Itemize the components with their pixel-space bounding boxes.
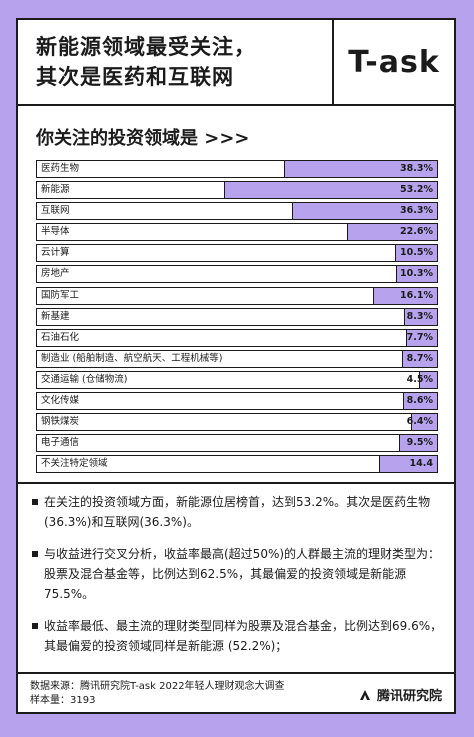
note-item: 与收益进行交叉分析，收益率最高(超过50%)的人群最主流的理财类型为：股票及混合… [30, 544, 446, 604]
bar-row: 交通运输 (仓储物流) 4.5% [36, 370, 438, 389]
bar [346, 224, 437, 241]
value-label: 8.7% [406, 352, 433, 364]
category-label: 交通运输 (仓储物流) [41, 373, 128, 385]
category-label: 制造业 (船舶制造、航空航天、工程机械等) [41, 352, 223, 364]
data-source: 数据来源：腾讯研究院T-ask 2022年轻人理财观念大调查 样本量：3193 [30, 680, 285, 708]
bar-row: 房地产 10.3% [36, 265, 438, 284]
section-divider [18, 482, 454, 484]
value-label: 7.7% [406, 331, 433, 343]
bullet-icon [32, 623, 38, 629]
category-label: 互联网 [41, 205, 70, 217]
bar [419, 371, 437, 388]
category-label: 云计算 [41, 247, 70, 259]
bar-chart: 医药生物 38.3% 新能源 53.2% 互联网 36.3% 半导体 22.6% 云计算 10.5… [36, 160, 438, 476]
bar [402, 350, 437, 367]
bar [379, 456, 437, 473]
bar-row: 制造业 (船舶制造、航空航天、工程机械等) 8.7% [36, 349, 438, 368]
value-label: 6.4% [406, 416, 433, 428]
bar [395, 266, 437, 283]
value-label: 9.5% [406, 437, 433, 449]
note-item: 收益率最低、最主流的理财类型同样为股票及混合基金，比例达到69.6%，其最偏爱的… [30, 616, 446, 656]
value-label: 16.1% [400, 289, 433, 301]
value-label: 14.4 [409, 458, 433, 470]
note-item: 在关注的投资领域方面，新能源位居榜首，达到53.2%。其次是医药生物(36.3%… [30, 492, 446, 532]
bar [399, 435, 437, 452]
headline: 新能源领域最受关注， 其次是医药和互联网 [36, 32, 326, 92]
bar [224, 182, 437, 199]
category-label: 房地产 [41, 268, 70, 280]
bar-row: 云计算 10.5% [36, 244, 438, 263]
category-label: 钢铁煤炭 [41, 416, 80, 428]
report-card: 新能源领域最受关注， 其次是医药和互联网 T-ask 你关注的投资领域是 >>>… [16, 18, 456, 714]
institute-logo-icon [359, 689, 370, 700]
headline-line-2: 其次是医药和互联网 [36, 65, 234, 89]
bar-row: 半导体 22.6% [36, 223, 438, 242]
bar [372, 287, 437, 304]
note-text: 收益率最低、最主流的理财类型同样为股票及混合基金，比例达到69.6%，其最偏爱的… [44, 619, 443, 653]
notes: 在关注的投资领域方面，新能源位居榜首，达到53.2%。其次是医药生物(36.3%… [30, 492, 446, 668]
value-label: 38.3% [400, 163, 433, 174]
category-label: 新能源 [41, 184, 70, 196]
bullet-icon [32, 499, 38, 505]
bar-row: 电子通信 9.5% [36, 434, 438, 453]
bar-row: 文化传媒 8.6% [36, 392, 438, 411]
bar-row: 新能源 53.2% [36, 181, 438, 200]
note-text: 与收益进行交叉分析，收益率最高(超过50%)的人群最主流的理财类型为：股票及混合… [44, 547, 441, 601]
bar [403, 308, 437, 325]
bar-row: 不关注特定领域 14.4 [36, 455, 438, 474]
institute-logo: 腾讯研究院 [358, 685, 442, 704]
brand-logo: T-ask [348, 44, 440, 80]
note-text: 在关注的投资领域方面，新能源位居榜首，达到53.2%。其次是医药生物(36.3%… [44, 495, 431, 529]
bar-row: 国防军工 16.1% [36, 286, 438, 305]
bar-row: 医药生物 38.3% [36, 160, 438, 178]
chart-title: 你关注的投资领域是 >>> [36, 128, 250, 149]
institute-name: 腾讯研究院 [376, 689, 442, 704]
value-label: 10.5% [400, 247, 433, 259]
bar-row: 新基建 8.3% [36, 307, 438, 326]
bar [291, 203, 437, 220]
category-label: 不关注特定领域 [41, 458, 108, 470]
category-label: 国防军工 [41, 289, 80, 301]
value-label: 22.6% [400, 226, 433, 238]
footer: 数据来源：腾讯研究院T-ask 2022年轻人理财观念大调查 样本量：3193 … [18, 672, 454, 712]
category-label: 文化传媒 [41, 395, 80, 407]
source-line: 数据来源：腾讯研究院T-ask 2022年轻人理财观念大调查 [30, 681, 285, 692]
category-label: 新基建 [41, 310, 70, 322]
category-label: 医药生物 [41, 163, 80, 174]
value-label: 8.6% [406, 395, 433, 407]
bar-row: 石油石化 7.7% [36, 328, 438, 347]
bar [395, 245, 437, 262]
bar-row: 钢铁煤炭 6.4% [36, 413, 438, 432]
category-label: 石油石化 [41, 331, 80, 343]
bar [283, 161, 437, 177]
value-label: 36.3% [400, 205, 433, 217]
sample-size: 样本量：3193 [30, 695, 96, 706]
header: 新能源领域最受关注， 其次是医药和互联网 T-ask [18, 20, 454, 106]
bar [411, 414, 437, 431]
header-divider [332, 20, 334, 104]
headline-line-1: 新能源领域最受关注， [36, 35, 256, 59]
value-label: 8.3% [406, 310, 433, 322]
category-label: 电子通信 [41, 437, 80, 449]
bar [402, 393, 437, 410]
category-label: 半导体 [41, 226, 70, 238]
bar [406, 329, 437, 346]
bullet-icon [32, 551, 38, 557]
value-label: 4.5% [406, 373, 433, 385]
value-label: 53.2% [400, 184, 433, 196]
bar-row: 互联网 36.3% [36, 202, 438, 221]
value-label: 10.3% [400, 268, 433, 280]
